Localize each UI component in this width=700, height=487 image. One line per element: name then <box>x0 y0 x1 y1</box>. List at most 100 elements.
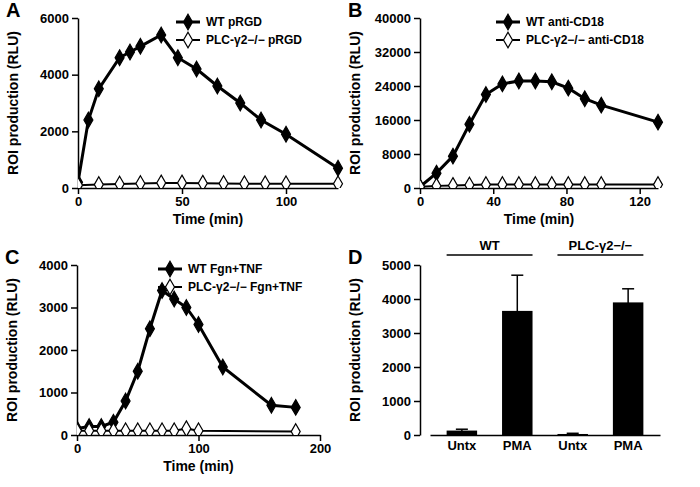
tick: 32000 <box>375 45 420 60</box>
marker <box>547 74 556 90</box>
legend-entry: WT Fgn+TNF <box>158 261 262 277</box>
tick-label: 4000 <box>382 292 411 307</box>
x-axis: 050100 <box>75 188 339 209</box>
tick-label: 3000 <box>382 326 411 341</box>
axis-line <box>420 266 422 436</box>
marker <box>654 177 663 188</box>
tick-label: 0 <box>404 181 411 196</box>
y-axis-title: ROI production (RLU) <box>5 31 21 175</box>
marker <box>126 44 135 60</box>
marker <box>157 27 166 43</box>
marker <box>157 175 166 188</box>
marker <box>198 175 207 188</box>
marker <box>282 176 291 188</box>
tick-label: PMA <box>614 438 644 453</box>
tick-label: 2000 <box>382 360 411 375</box>
legend-marker <box>166 279 175 295</box>
tick-mark <box>72 131 78 133</box>
error-bar <box>456 429 468 432</box>
tick-label: 3000 <box>39 300 68 315</box>
error-line <box>627 289 629 316</box>
marker <box>291 424 300 435</box>
tick-label: 1000 <box>39 385 68 400</box>
marker <box>597 97 606 113</box>
marker <box>218 359 227 375</box>
marker <box>580 91 589 107</box>
plot-area <box>78 27 342 188</box>
marker <box>94 81 103 97</box>
tick-label: 6000 <box>40 11 69 26</box>
legend-label: PLC-γ2−/− anti-CD18 <box>526 33 644 47</box>
group-label: WT <box>479 238 499 253</box>
tick-label: 32000 <box>375 45 411 60</box>
group-bracket <box>447 254 533 256</box>
tick: Untx <box>558 435 588 453</box>
x-axis: UntxPMAUntxPMA <box>431 435 661 453</box>
marker <box>178 175 187 188</box>
tick-mark <box>72 188 78 190</box>
tick-label: 5000 <box>382 258 411 273</box>
x-axis: 0100200 <box>74 435 331 456</box>
marker <box>158 283 167 299</box>
marker <box>121 393 130 409</box>
tick: 8000 <box>382 147 420 162</box>
legend: WT Fgn+TNF PLC-γ2−/− Fgn+TNF <box>158 261 302 295</box>
marker <box>547 177 556 188</box>
marker <box>420 179 424 188</box>
marker <box>282 126 291 142</box>
marker <box>136 39 145 55</box>
tick: 50 <box>175 188 189 209</box>
marker <box>115 176 124 188</box>
marker <box>465 116 474 132</box>
marker <box>145 423 154 435</box>
legend-label: PLC-γ2−/− Fgn+TNF <box>188 280 302 294</box>
x-axis-title: Time (min) <box>504 211 575 227</box>
tick-label: 100 <box>276 194 298 209</box>
tick: 3000 <box>39 300 77 315</box>
marker <box>498 177 507 188</box>
marker <box>173 50 182 66</box>
tick-label: 50 <box>175 194 189 209</box>
plot-area <box>420 73 662 188</box>
tick-mark <box>414 188 420 190</box>
y-axis-title: ROI production (RLU) <box>347 278 363 422</box>
legend-entry: WT pRGD <box>176 14 262 30</box>
tick-mark <box>566 188 568 194</box>
marker <box>194 423 203 435</box>
tick-label: 0 <box>404 428 411 443</box>
tick-label: 100 <box>188 441 210 456</box>
marker <box>481 177 490 188</box>
tick-label: 4000 <box>40 67 69 82</box>
tick-mark <box>414 154 420 156</box>
marker <box>145 321 154 337</box>
series-line <box>77 291 296 429</box>
marker <box>531 177 540 188</box>
marker <box>514 177 523 188</box>
tick-mark <box>320 435 322 441</box>
tick-mark <box>71 350 77 352</box>
tick-mark <box>414 86 420 88</box>
error-cap <box>456 428 468 430</box>
tick: 100 <box>276 188 298 209</box>
legend-entry: PLC-γ2−/− anti-CD18 <box>496 32 644 48</box>
marker <box>97 423 106 435</box>
tick-label: Untx <box>558 438 588 453</box>
error-bar <box>567 433 579 434</box>
tick: 200 <box>310 435 332 456</box>
marker <box>121 423 130 435</box>
marker <box>465 177 474 188</box>
tick: 24000 <box>375 79 420 94</box>
marker <box>85 423 94 435</box>
tick: 4000 <box>40 67 78 82</box>
tick-mark <box>414 435 420 437</box>
marker <box>133 363 142 379</box>
figure: 0501000200040006000Time (min)WT pRGDPLC-… <box>0 0 700 487</box>
tick: 40000 <box>375 11 420 26</box>
tick-mark <box>414 367 420 369</box>
marker <box>580 177 589 188</box>
plot-area <box>447 275 644 435</box>
axis-line <box>78 19 80 189</box>
error-cap <box>567 433 579 435</box>
tick-mark <box>71 435 77 437</box>
marker <box>182 421 191 435</box>
